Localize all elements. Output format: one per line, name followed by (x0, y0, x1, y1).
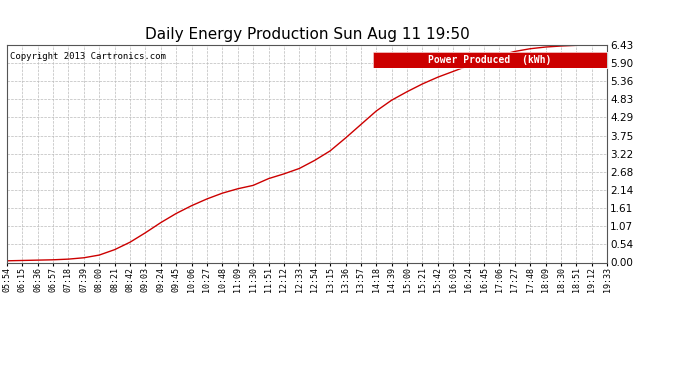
Text: Copyright 2013 Cartronics.com: Copyright 2013 Cartronics.com (10, 51, 166, 60)
Title: Daily Energy Production Sun Aug 11 19:50: Daily Energy Production Sun Aug 11 19:50 (145, 27, 469, 42)
